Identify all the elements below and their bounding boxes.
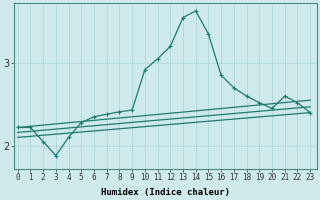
X-axis label: Humidex (Indice chaleur): Humidex (Indice chaleur)	[101, 188, 230, 197]
